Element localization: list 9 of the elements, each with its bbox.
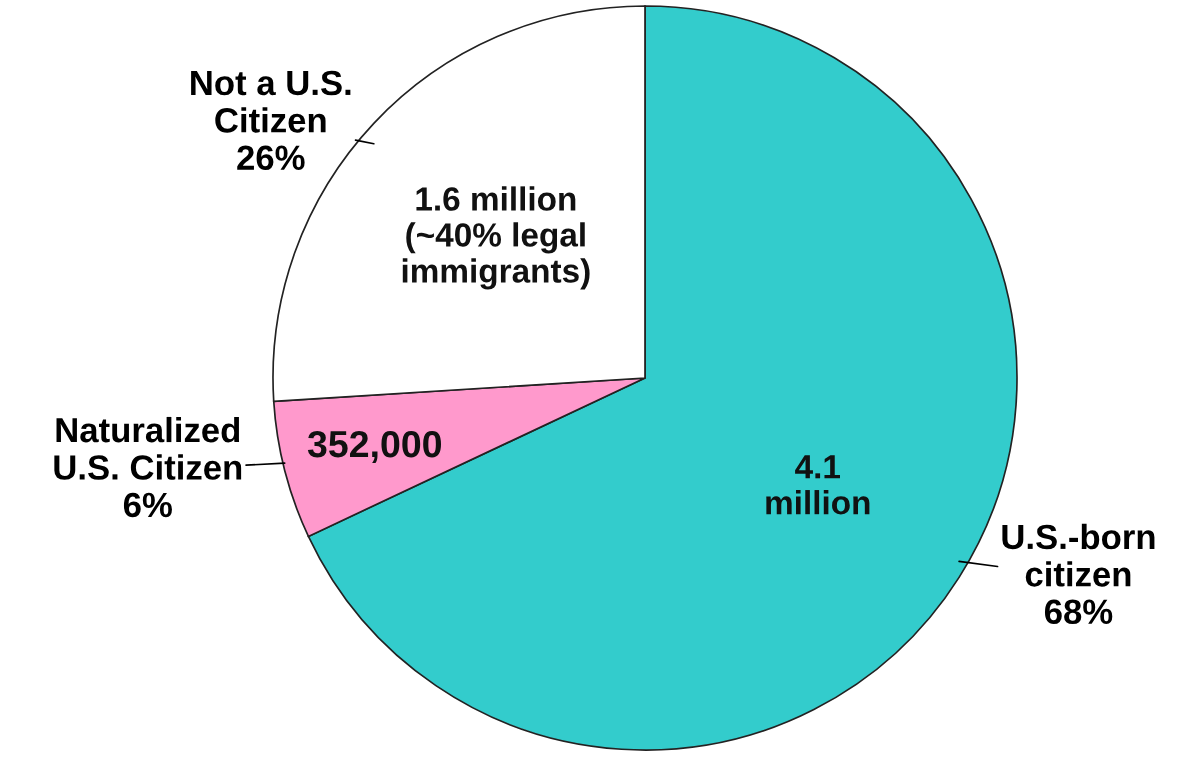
slice-label: Not a U.S. Citizen: [191, 70, 351, 133]
data-label: 26%: [237, 145, 305, 171]
text: 4.1 million: [766, 455, 870, 515]
text: 1.6 million (~40% legal immigrants): [402, 186, 590, 290]
data-label: 6%: [123, 492, 172, 518]
slice-label: Naturalized U.S. Citizen: [54, 416, 242, 480]
slice-label: U.S.-born citizen: [1002, 523, 1155, 587]
text: 352,000: [307, 430, 442, 463]
data-label: 68%: [1044, 599, 1113, 625]
